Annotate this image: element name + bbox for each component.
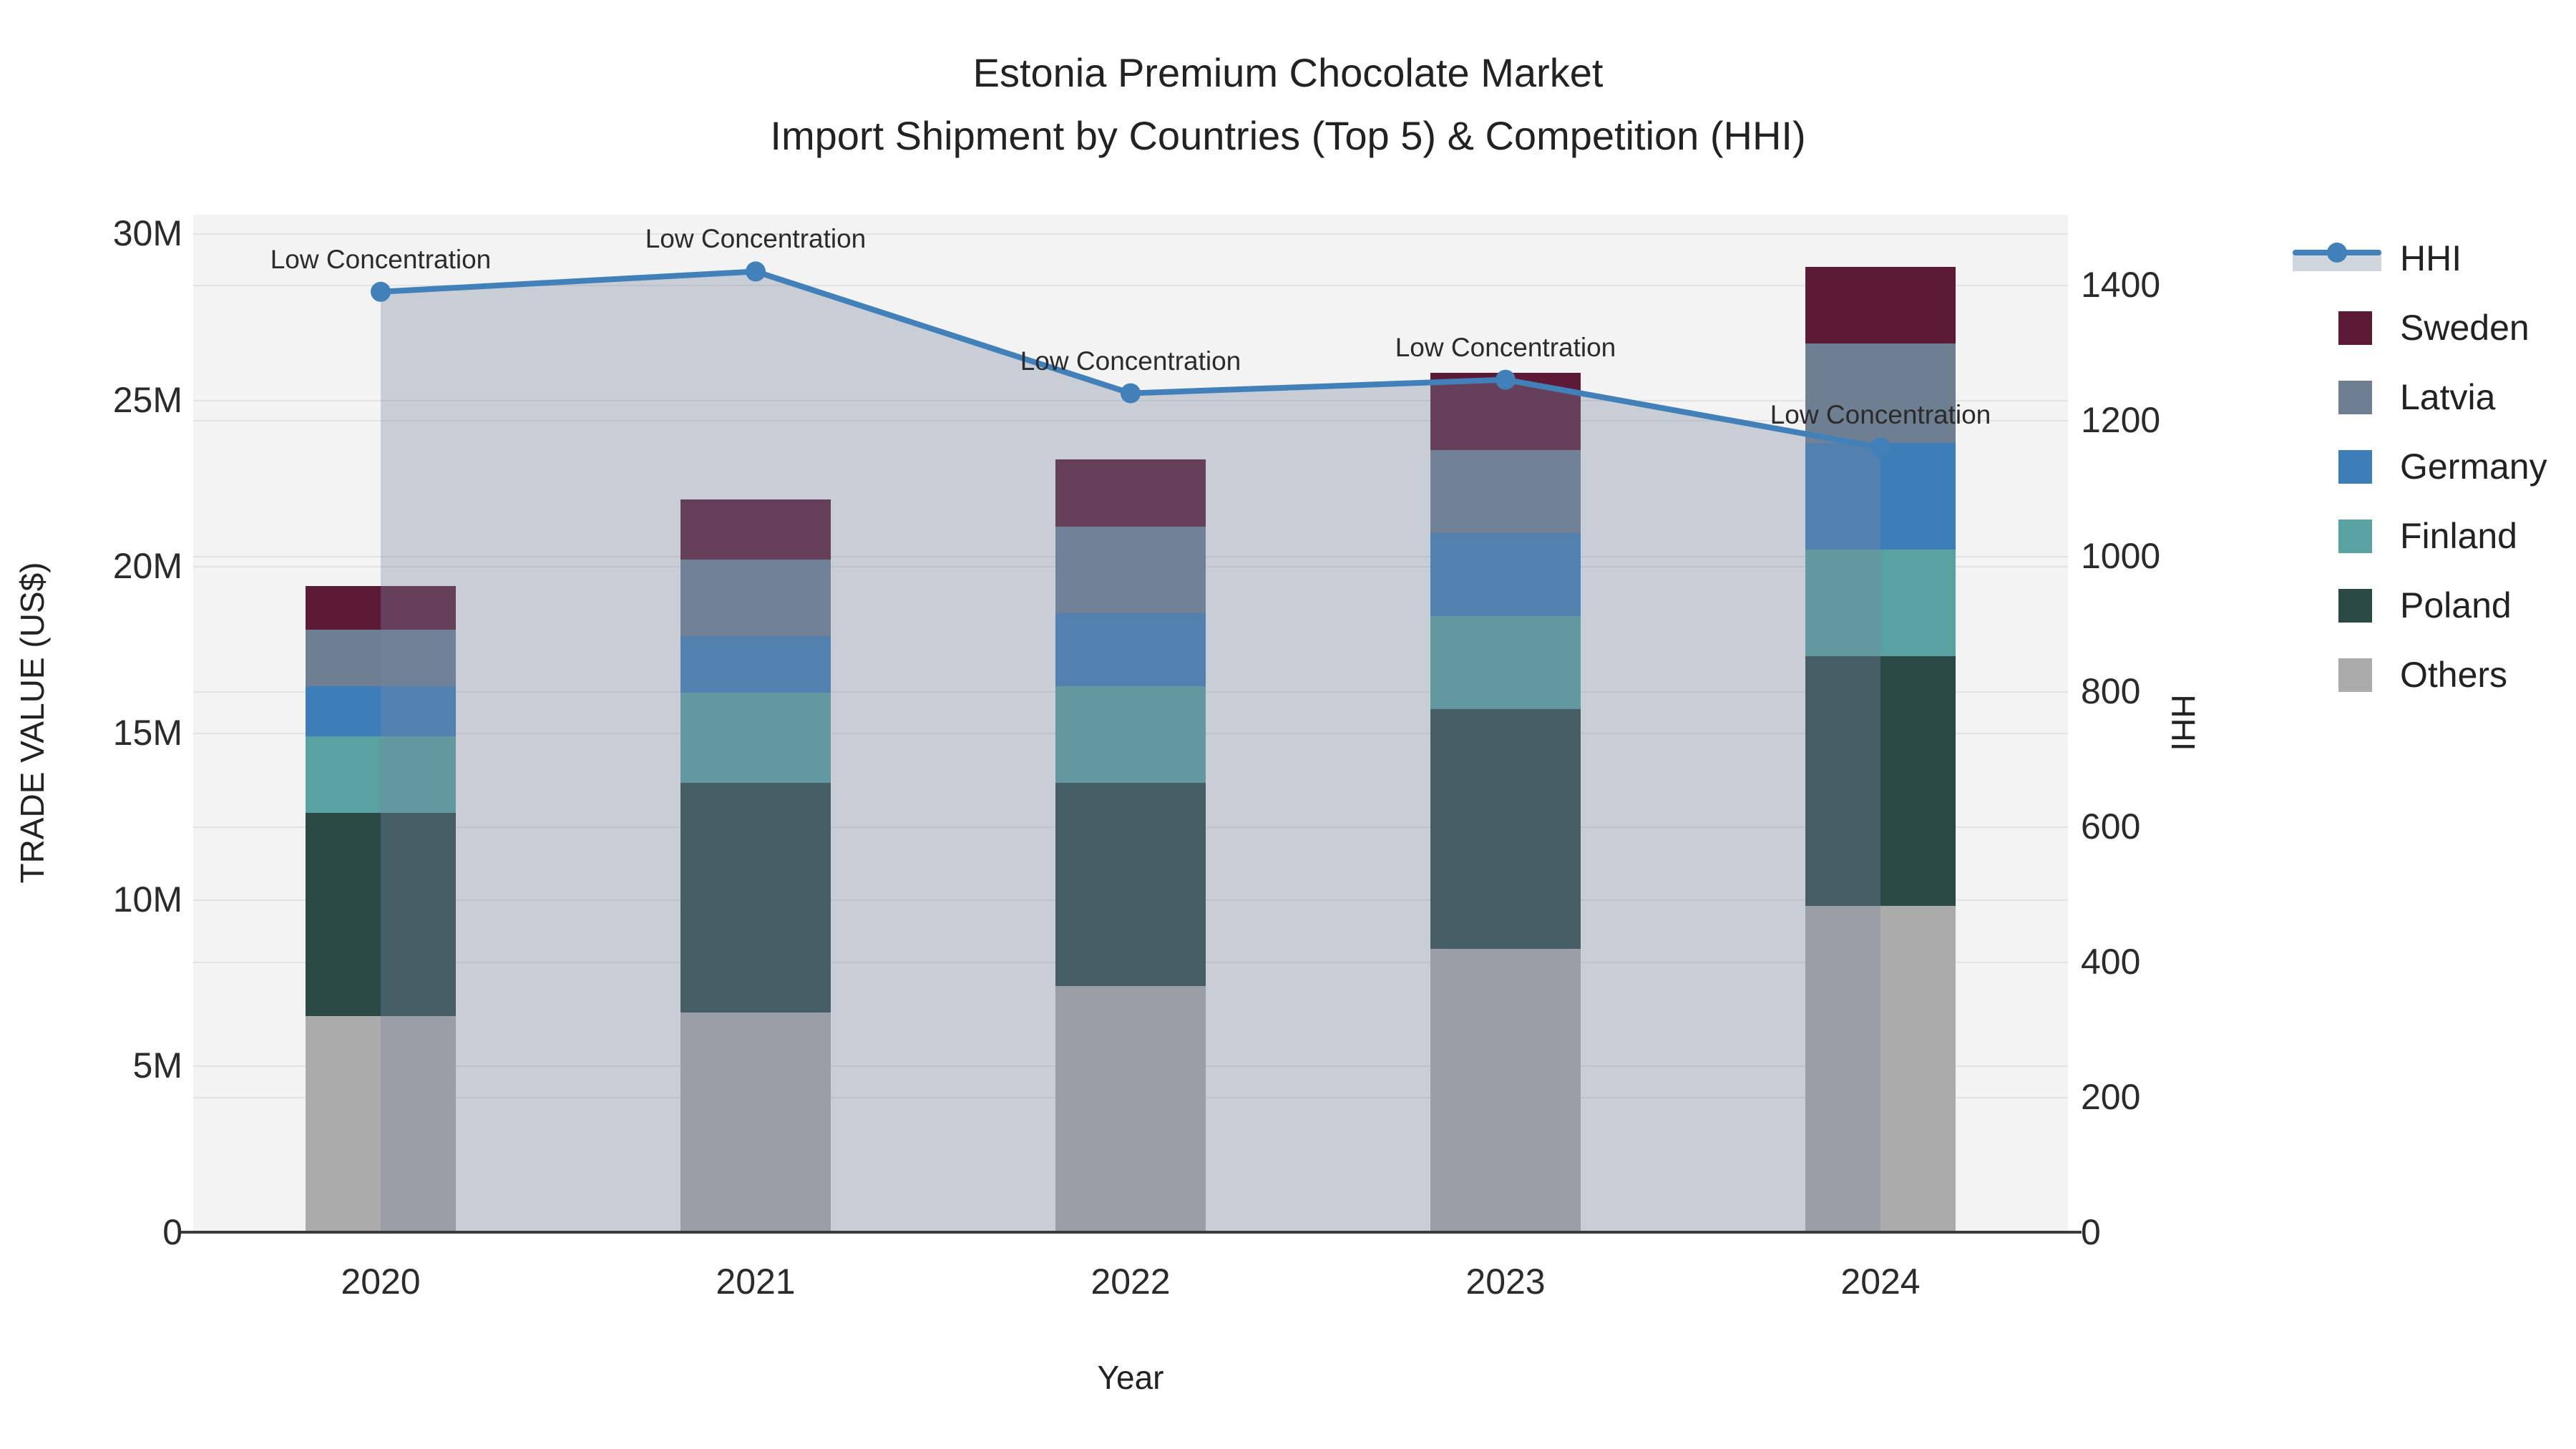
latvia-swatch-icon bbox=[2293, 379, 2381, 416]
bar-segment-2021-others[interactable] bbox=[680, 1012, 831, 1232]
y-axis-left-tick-20M: 20M bbox=[112, 546, 182, 587]
chart-title: Estonia Premium Chocolate Market Import … bbox=[0, 42, 2576, 167]
hhi-marker-sample bbox=[2327, 242, 2347, 263]
x-axis-line bbox=[181, 1231, 2082, 1234]
legend-item-poland[interactable]: Poland bbox=[2293, 570, 2547, 640]
sweden-swatch-icon bbox=[2293, 309, 2381, 346]
latvia-color-swatch bbox=[2338, 380, 2372, 414]
y-axis-left-tick-5M: 5M bbox=[132, 1045, 182, 1086]
legend-item-hhi[interactable]: HHI bbox=[2293, 223, 2547, 293]
legend-label-hhi: HHI bbox=[2400, 238, 2462, 278]
legend-item-sweden[interactable]: Sweden bbox=[2293, 293, 2547, 362]
legend-label-sweden: Sweden bbox=[2400, 307, 2529, 348]
bar-segment-2021-germany[interactable] bbox=[680, 636, 831, 693]
bar-segment-2022-latvia[interactable] bbox=[1055, 526, 1206, 613]
y-axis-right-tick-1400: 1400 bbox=[2081, 265, 2161, 306]
bar-segment-2022-sweden[interactable] bbox=[1055, 459, 1206, 527]
annotation-2020: Low Concentration bbox=[270, 244, 492, 274]
annotation-2024: Low Concentration bbox=[1770, 400, 1991, 430]
bar-segment-2022-germany[interactable] bbox=[1055, 613, 1206, 686]
annotation-2021: Low Concentration bbox=[645, 224, 867, 254]
y-axis-right-tick-400: 400 bbox=[2081, 941, 2141, 982]
bar-segment-2022-poland[interactable] bbox=[1055, 782, 1206, 986]
bar-segment-2020-latvia[interactable] bbox=[306, 629, 456, 686]
legend: HHI Sweden Latvia Germany Finland Poland Other… bbox=[2293, 223, 2547, 709]
y-axis-right-tick-800: 800 bbox=[2081, 670, 2141, 711]
y-axis-left-tick-30M: 30M bbox=[112, 213, 182, 254]
legend-item-others[interactable]: Others bbox=[2293, 640, 2547, 709]
bar-segment-2020-others[interactable] bbox=[306, 1015, 456, 1232]
gridline bbox=[193, 233, 2068, 235]
y-axis-left-tick-25M: 25M bbox=[112, 379, 182, 420]
bar-segment-2023-poland[interactable] bbox=[1430, 709, 1581, 950]
bar-segment-2020-sweden[interactable] bbox=[306, 586, 456, 630]
legend-label-others: Others bbox=[2400, 654, 2508, 695]
bar-segment-2022-others[interactable] bbox=[1055, 985, 1206, 1232]
bar-segment-2020-germany[interactable] bbox=[306, 686, 456, 736]
y-axis-right-tick-200: 200 bbox=[2081, 1076, 2141, 1117]
bar-segment-2023-germany[interactable] bbox=[1430, 532, 1581, 617]
others-color-swatch bbox=[2338, 658, 2372, 692]
bar-segment-2023-others[interactable] bbox=[1430, 949, 1581, 1232]
legend-label-finland: Finland bbox=[2400, 515, 2517, 556]
legend-label-poland: Poland bbox=[2400, 585, 2512, 625]
finland-swatch-icon bbox=[2293, 517, 2381, 555]
hhi-line-icon bbox=[2293, 240, 2381, 277]
bar-segment-2024-germany[interactable] bbox=[1805, 443, 1956, 550]
y-axis-right-tick-1000: 1000 bbox=[2081, 535, 2161, 576]
legend-item-finland[interactable]: Finland bbox=[2293, 501, 2547, 570]
chart-title-line1: Estonia Premium Chocolate Market bbox=[972, 50, 1604, 95]
y-axis-left-tick-10M: 10M bbox=[112, 879, 182, 919]
sweden-color-swatch bbox=[2338, 311, 2372, 345]
poland-swatch-icon bbox=[2293, 587, 2381, 624]
bar-segment-2021-finland[interactable] bbox=[680, 693, 831, 783]
bar-segment-2024-others[interactable] bbox=[1805, 905, 1956, 1232]
bar-segment-2022-finland[interactable] bbox=[1055, 686, 1206, 783]
legend-label-latvia: Latvia bbox=[2400, 376, 2496, 417]
y-axis-left-tick-0: 0 bbox=[162, 1212, 182, 1252]
chart-title-line2: Import Shipment by Countries (Top 5) & C… bbox=[770, 113, 1806, 158]
y-axis-right-tick-0: 0 bbox=[2081, 1212, 2101, 1252]
bar-segment-2020-poland[interactable] bbox=[306, 812, 456, 1016]
germany-color-swatch bbox=[2338, 449, 2372, 484]
x-axis-tick-2024: 2024 bbox=[1840, 1262, 1921, 1302]
legend-label-germany: Germany bbox=[2400, 446, 2547, 487]
x-axis-tick-2021: 2021 bbox=[716, 1262, 796, 1302]
finland-color-swatch bbox=[2338, 519, 2372, 553]
bar-segment-2021-sweden[interactable] bbox=[680, 499, 831, 560]
others-swatch-icon bbox=[2293, 656, 2381, 693]
y-axis-right-tick-1200: 1200 bbox=[2081, 400, 2161, 441]
legend-item-latvia[interactable]: Latvia bbox=[2293, 362, 2547, 431]
bar-segment-2023-latvia[interactable] bbox=[1430, 449, 1581, 533]
x-axis-tick-2023: 2023 bbox=[1465, 1262, 1546, 1302]
bar-segment-2024-finland[interactable] bbox=[1805, 550, 1956, 656]
x-axis-tick-2020: 2020 bbox=[341, 1262, 421, 1302]
legend-item-germany[interactable]: Germany bbox=[2293, 431, 2547, 501]
x-axis-tick-2022: 2022 bbox=[1091, 1262, 1171, 1302]
germany-swatch-icon bbox=[2293, 448, 2381, 485]
bar-segment-2021-poland[interactable] bbox=[680, 782, 831, 1013]
bar-segment-2020-finland[interactable] bbox=[306, 736, 456, 813]
y-axis-right-tick-600: 600 bbox=[2081, 806, 2141, 847]
bar-segment-2021-latvia[interactable] bbox=[680, 560, 831, 637]
y-axis-left-tick-15M: 15M bbox=[112, 713, 182, 753]
bottom-axis-title: Year bbox=[1097, 1359, 1164, 1396]
bar-segment-2023-finland[interactable] bbox=[1430, 616, 1581, 710]
bar-segment-2024-poland[interactable] bbox=[1805, 656, 1956, 906]
poland-color-swatch bbox=[2338, 588, 2372, 623]
annotation-2023: Low Concentration bbox=[1395, 332, 1616, 362]
annotation-2022: Low Concentration bbox=[1020, 346, 1241, 376]
